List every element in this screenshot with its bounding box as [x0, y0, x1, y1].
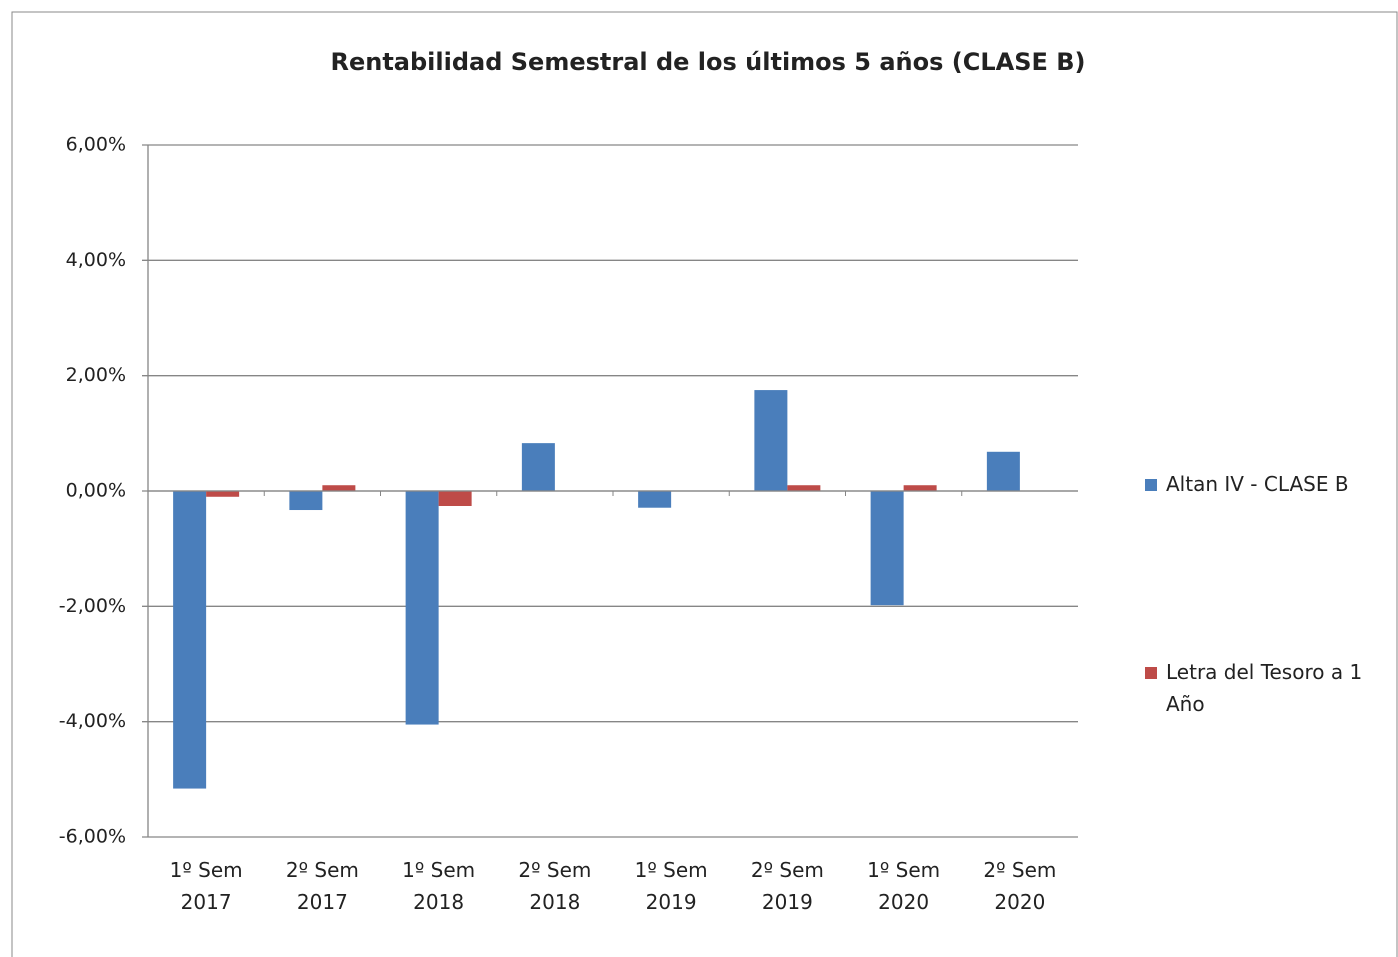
y-tick-label: -6,00% [59, 826, 126, 848]
bar [754, 390, 788, 491]
x-tick-label: 1º Sem 2018 [402, 858, 476, 914]
legend-label: Altan IV - CLASE B [1166, 472, 1349, 496]
x-tick-label: 2º Sem 2019 [750, 858, 824, 914]
bar [986, 451, 1020, 491]
bar [438, 491, 472, 506]
y-tick-label: 6,00% [66, 134, 126, 156]
x-tick-label: 1º Sem 2019 [634, 858, 708, 914]
chart-title: Rentabilidad Semestral de los últimos 5 … [330, 48, 1085, 76]
x-tick-label: 2º Sem 2020 [983, 858, 1057, 914]
bar [903, 485, 937, 491]
chart-frame [11, 11, 1398, 957]
legend-swatch [1145, 479, 1157, 491]
y-tick-label: -4,00% [59, 710, 126, 732]
x-tick-label: 1º Sem 2017 [169, 858, 243, 914]
legend-label: Letra del Tesoro a 1 Año [1166, 660, 1363, 716]
x-tick-label: 2º Sem 2017 [285, 858, 359, 914]
bar [638, 491, 672, 508]
bar [870, 491, 904, 606]
y-tick-label: 2,00% [66, 364, 126, 386]
bar [206, 491, 240, 497]
x-tick-label: 1º Sem 2020 [867, 858, 941, 914]
y-tick-label: 4,00% [66, 249, 126, 271]
x-tick-label: 2º Sem 2018 [518, 858, 592, 914]
bar [322, 485, 356, 491]
bar [787, 485, 821, 491]
bar [405, 491, 439, 725]
y-tick-label: 0,00% [66, 480, 126, 502]
bar [521, 443, 555, 491]
legend-swatch [1145, 667, 1157, 679]
y-tick-label: -2,00% [59, 595, 126, 617]
bar [289, 491, 323, 511]
bar [173, 491, 207, 789]
